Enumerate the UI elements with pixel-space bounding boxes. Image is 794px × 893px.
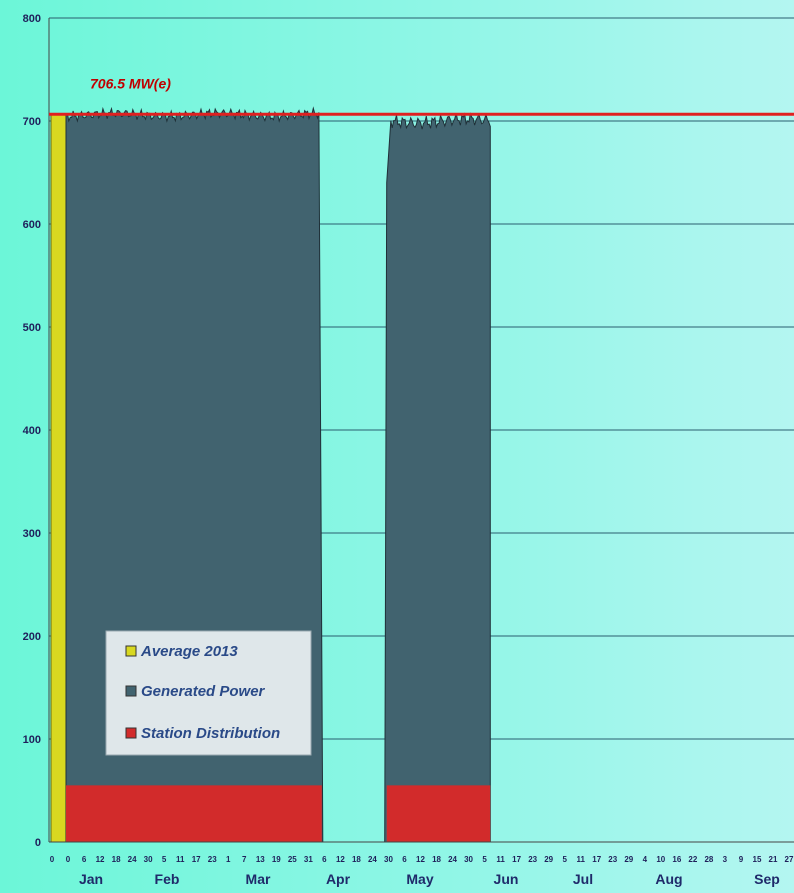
x-tick-label: 24 [448,855,457,864]
legend-label: Station Distribution [141,725,280,742]
x-tick-label: 6 [82,855,87,864]
x-tick-label: 17 [592,855,601,864]
y-tick-label: 200 [23,631,41,643]
legend-swatch [125,727,137,739]
average-2013-bar [50,113,67,843]
x-tick-label: 17 [192,855,201,864]
x-tick-label: 1 [226,855,231,864]
y-tick-label: 700 [23,116,41,128]
y-tick-label: 300 [23,528,41,540]
x-tick-label: 5 [562,855,567,864]
y-tick-label: 400 [23,425,41,437]
month-label: Jun [494,871,519,887]
x-tick-label: 0 [50,855,55,864]
x-tick-label: 23 [608,855,617,864]
legend-swatch [125,685,137,697]
y-tick-label: 100 [23,734,41,746]
month-label: Aug [655,871,682,887]
x-tick-label: 12 [416,855,425,864]
x-tick-label: 30 [464,855,473,864]
month-label: May [406,871,433,887]
generated-power-area-2 [384,112,491,843]
x-tick-label: 11 [176,855,185,864]
x-tick-label: 9 [739,855,744,864]
x-tick-label: 12 [336,855,345,864]
x-axis: 0 0 6 12 18 24 30 5 11 17 23 1 7 13 19 25 31 6 12 18 24 30 6 12… [49,841,794,887]
month-label: Jul [573,871,593,887]
legend-label: Generated Power [141,683,266,700]
reference-label: 706.5 MW(e) [90,75,171,91]
x-tick-label: 13 [256,855,265,864]
x-tick-label: 23 [528,855,537,864]
x-tick-label: 27 [785,855,794,864]
x-tick-label: 5 [162,855,167,864]
x-tick-label: 16 [672,855,681,864]
x-tick-label: 0 [66,855,71,864]
x-tick-label: 18 [112,855,121,864]
x-tick-label: 21 [769,855,778,864]
x-tick-label: 29 [544,855,553,864]
y-axis: 0 100 200 300 400 500 600 700 800 [23,13,50,849]
x-tick-label: 24 [368,855,377,864]
x-tick-label: 28 [704,855,713,864]
x-tick-label: 24 [128,855,137,864]
legend: Average 2013 Generated Power Station Distr… [105,630,312,756]
month-label: Sep [754,871,780,887]
month-label: Jan [79,871,103,887]
x-tick-label: 12 [96,855,105,864]
x-tick-label: 25 [288,855,297,864]
station-distribution-area-1 [66,785,322,842]
x-tick-label: 17 [512,855,521,864]
x-tick-label: 30 [144,855,153,864]
legend-swatch [125,645,137,657]
x-tick-label: 30 [384,855,393,864]
month-label: Apr [326,871,351,887]
month-label: Mar [246,871,271,887]
x-tick-label: 22 [688,855,697,864]
x-tick-label: 31 [304,855,313,864]
x-tick-label: 3 [723,855,728,864]
y-tick-label: 600 [23,219,41,231]
reference-annotation: 706.5 MW(e) [49,75,794,116]
x-tick-label: 10 [656,855,665,864]
x-tick-label: 7 [242,855,247,864]
y-tick-label: 0 [35,837,41,849]
y-tick-label: 800 [23,13,41,25]
x-tick-label: 18 [352,855,361,864]
x-tick-label: 15 [753,855,762,864]
x-tick-label: 29 [624,855,633,864]
month-label: Feb [155,871,180,887]
x-tick-label: 6 [402,855,407,864]
x-tick-label: 18 [432,855,441,864]
legend-label: Average 2013 [140,643,238,660]
y-tick-label: 500 [23,322,41,334]
x-tick-label: 6 [322,855,327,864]
x-tick-label: 4 [643,855,648,864]
x-tick-label: 23 [208,855,217,864]
x-tick-label: 19 [272,855,281,864]
legend-box [105,630,312,756]
x-tick-label: 5 [482,855,487,864]
station-distribution-area-2 [386,785,491,842]
x-tick-label: 11 [496,855,505,864]
x-tick-label: 11 [576,855,585,864]
